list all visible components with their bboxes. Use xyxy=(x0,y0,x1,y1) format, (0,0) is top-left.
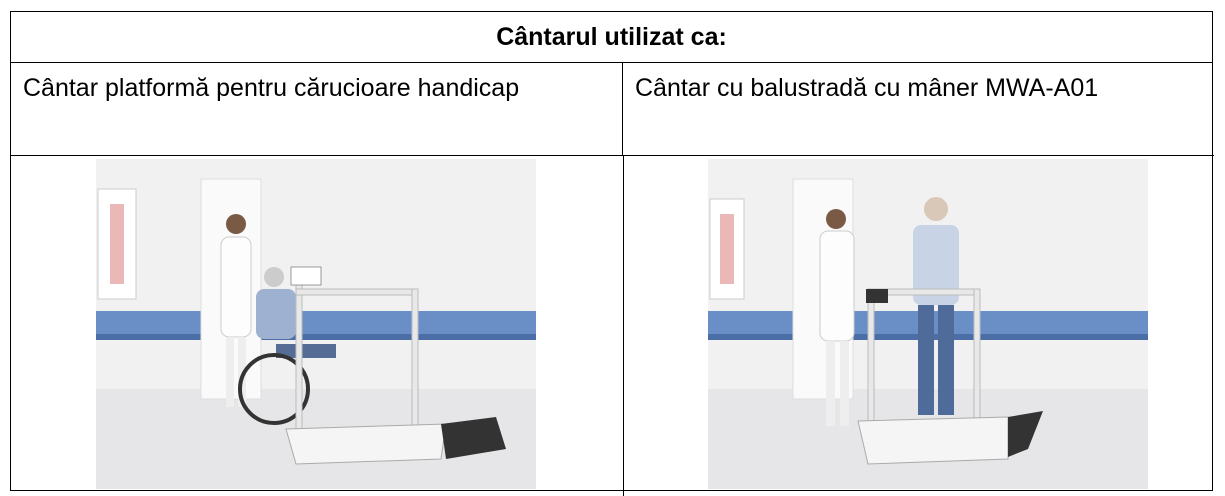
table: Cântarul utilizat ca: Cântar platformă p… xyxy=(10,11,1214,496)
cell-text: Cântar platformă pentru cărucioare handi… xyxy=(23,74,520,102)
table-cell: Cântar cu balustradă cu mâner MWA-A01 xyxy=(623,63,1214,156)
photo-wheelchair-scale xyxy=(96,159,536,489)
table-cell: Cântar platformă pentru cărucioare handi… xyxy=(11,63,623,156)
table-title: Cântarul utilizat ca: xyxy=(11,12,1212,63)
page: Cântarul utilizat ca: Cântar platformă p… xyxy=(10,11,1214,496)
photo-handrail-scale xyxy=(708,159,1148,489)
cell-text: Cântar cu balustradă cu mâner MWA-A01 xyxy=(635,74,1099,102)
column-divider xyxy=(623,156,624,496)
